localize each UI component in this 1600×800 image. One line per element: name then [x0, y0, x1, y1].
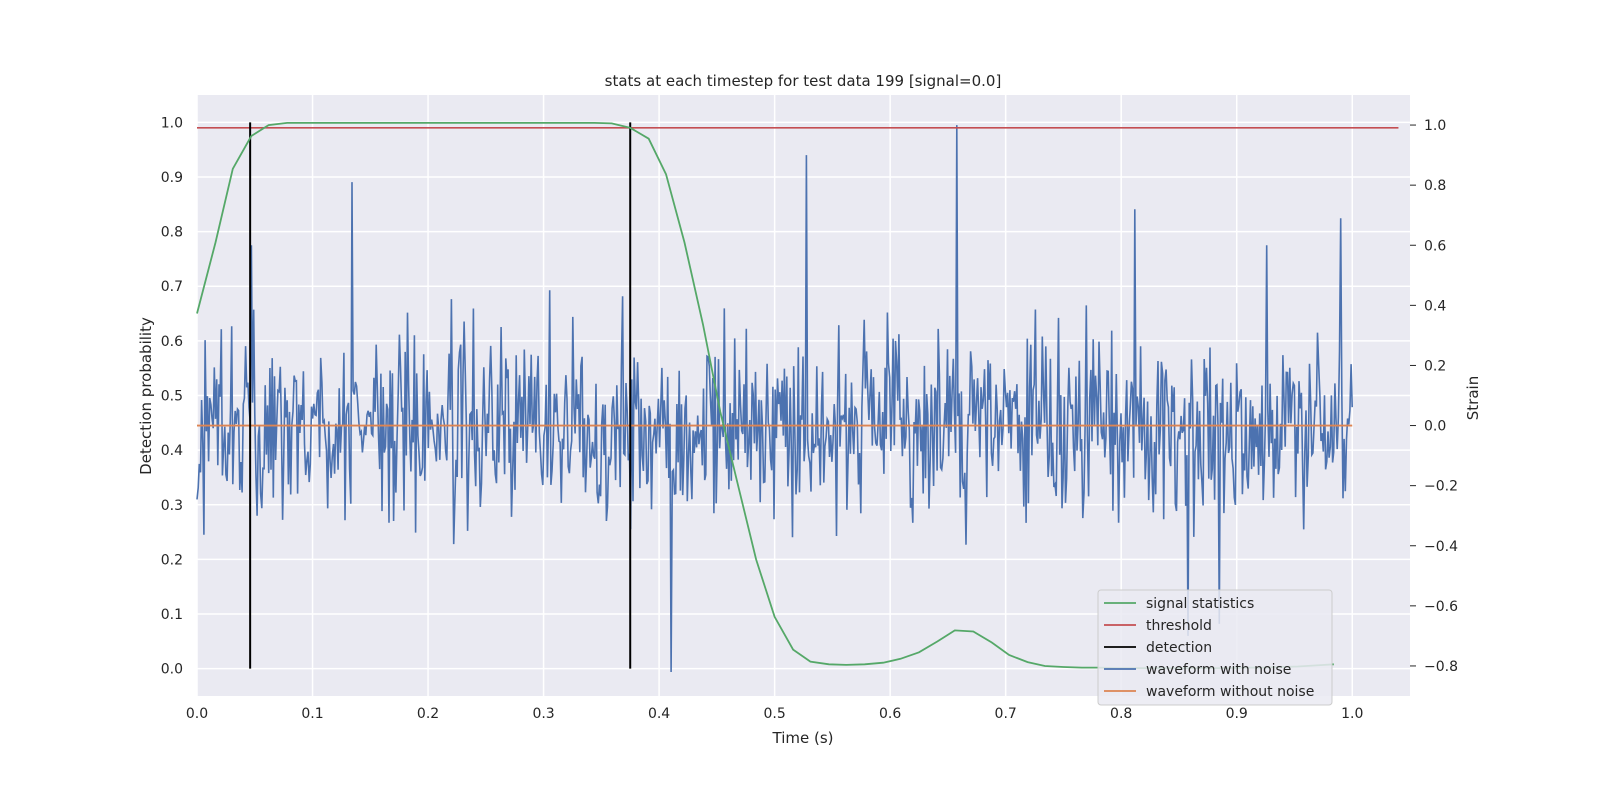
x-tick-label: 0.9 — [1226, 706, 1248, 722]
legend-label: threshold — [1146, 618, 1212, 634]
y-tick-label-left: 0.1 — [161, 607, 183, 623]
y-tick-label-right: 1.0 — [1424, 118, 1446, 134]
y-tick-label-right: 0.4 — [1424, 298, 1446, 314]
y-axis-right: −0.8 −0.6 −0.4 −0.2 0.0 0.2 0.4 0.6 0.8 1.0 — [1410, 118, 1458, 675]
x-tick-label: 0.1 — [301, 706, 323, 722]
y-axis-label-left: Detection probability — [137, 317, 155, 475]
x-tick-label: 0.0 — [186, 706, 208, 722]
x-tick-label: 0.7 — [995, 706, 1017, 722]
legend-box — [1097, 589, 1333, 706]
y-tick-label-right: 0.6 — [1424, 238, 1446, 254]
y-tick-label-left: 0.5 — [161, 389, 183, 405]
legend-label: waveform without noise — [1146, 684, 1314, 700]
y-tick-label-left: 0.7 — [161, 279, 183, 295]
y-tick-label-left: 0.0 — [161, 662, 183, 678]
y-axis-label-right: Strain — [1464, 376, 1482, 420]
x-tick-label: 0.5 — [763, 706, 785, 722]
y-tick-label-right: 0.8 — [1424, 178, 1446, 194]
y-tick-label-left: 0.3 — [161, 498, 183, 514]
x-axis-label: Time (s) — [772, 729, 834, 747]
y-axis-left: 0.0 0.1 0.2 0.3 0.4 0.5 0.6 0.7 0.8 0.9 1.0 — [161, 115, 183, 677]
chart-title: stats at each timestep for test data 199… — [605, 72, 1002, 90]
y-tick-label-left: 0.9 — [161, 170, 183, 186]
y-tick-label-left: 0.6 — [161, 334, 183, 350]
x-tick-label: 1.0 — [1341, 706, 1363, 722]
y-tick-label-left: 0.8 — [161, 225, 183, 241]
y-tick-label-left: 1.0 — [161, 115, 183, 131]
y-tick-label-right: −0.4 — [1424, 539, 1458, 555]
y-tick-label-right: −0.6 — [1424, 599, 1458, 615]
x-tick-label: 0.3 — [532, 706, 554, 722]
series-waveform-with-noise — [196, 125, 1353, 673]
x-tick-label: 0.8 — [1110, 706, 1132, 722]
legend: signal statistics threshold detection wavef… — [1097, 589, 1333, 706]
y-tick-label-left: 0.4 — [161, 443, 183, 459]
x-tick-label: 0.6 — [879, 706, 901, 722]
y-tick-label-right: −0.2 — [1424, 479, 1458, 495]
legend-label: signal statistics — [1146, 596, 1254, 612]
legend-label: detection — [1146, 640, 1212, 656]
legend-label: waveform with noise — [1146, 662, 1291, 678]
x-tick-label: 0.4 — [648, 706, 670, 722]
x-tick-label: 0.2 — [417, 706, 439, 722]
y-tick-label-right: 0.2 — [1424, 358, 1446, 374]
x-axis: 0.0 0.1 0.2 0.3 0.4 0.5 0.6 0.7 0.8 0.9 1.0 — [186, 706, 1364, 722]
y-tick-label-right: −0.8 — [1424, 659, 1458, 675]
y-tick-label-left: 0.2 — [161, 552, 183, 568]
y-tick-label-right: 0.0 — [1424, 419, 1446, 435]
